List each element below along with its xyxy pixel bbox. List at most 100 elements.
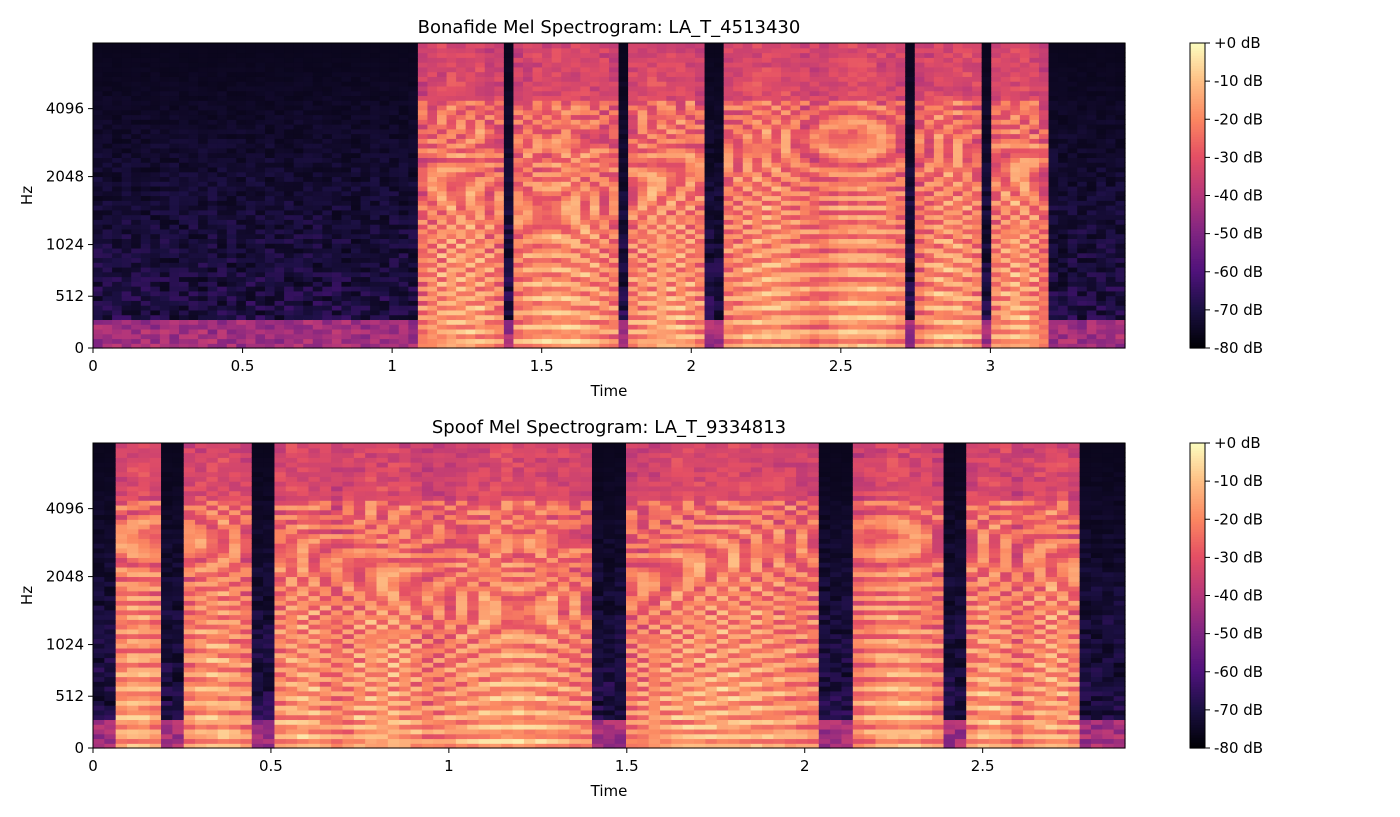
- heatmap-cell: [93, 243, 104, 249]
- heatmap-cell: [781, 238, 792, 244]
- heatmap-cell: [819, 47, 830, 54]
- heatmap-cell: [790, 157, 801, 163]
- heatmap-cell: [742, 43, 753, 49]
- heatmap-cell: [255, 166, 266, 173]
- heatmap-cell: [389, 128, 400, 135]
- heatmap-cell: [704, 143, 715, 149]
- heatmap-cell: [121, 300, 132, 306]
- heatmap-cell: [370, 119, 381, 125]
- heatmap-cell: [188, 47, 199, 54]
- heatmap-cell: [198, 71, 209, 77]
- heatmap-cell: [589, 43, 601, 49]
- heatmap-cell: [704, 214, 715, 220]
- heatmap-cell: [714, 333, 725, 340]
- heatmap-cell: [771, 205, 782, 211]
- heatmap-cell: [226, 314, 237, 321]
- heatmap-cell: [637, 128, 648, 135]
- heatmap-cell: [599, 90, 610, 97]
- heatmap-cell: [733, 143, 744, 149]
- heatmap-cell: [417, 166, 429, 173]
- heatmap-cell: [503, 133, 515, 139]
- heatmap-cell: [828, 109, 839, 116]
- heatmap-cell: [618, 57, 629, 63]
- heatmap-cell: [494, 100, 505, 106]
- heatmap-cell: [293, 338, 304, 344]
- heatmap-cell: [293, 224, 304, 230]
- heatmap-cell: [255, 214, 266, 220]
- heatmap-cell: [255, 109, 266, 116]
- heatmap-cell: [274, 114, 285, 120]
- heatmap-cell: [217, 295, 228, 301]
- heatmap-cell: [236, 309, 247, 316]
- heatmap-cell: [551, 100, 562, 106]
- heatmap-cell: [465, 209, 476, 216]
- heatmap-cell: [341, 205, 352, 211]
- heatmap-cell: [465, 66, 476, 73]
- heatmap-cell: [771, 200, 782, 206]
- heatmap-cell: [360, 238, 371, 244]
- heatmap-cell: [417, 133, 429, 139]
- heatmap-cell: [465, 176, 476, 182]
- heatmap-cell: [494, 162, 505, 168]
- heatmap-cell: [704, 290, 715, 297]
- heatmap-cell: [532, 157, 543, 163]
- heatmap-cell: [303, 190, 314, 197]
- heatmap-cell: [647, 43, 658, 49]
- heatmap-cell: [723, 90, 734, 97]
- heatmap-cell: [761, 62, 773, 68]
- heatmap-cell: [723, 66, 734, 73]
- heatmap-cell: [647, 85, 658, 92]
- heatmap-cell: [523, 90, 534, 97]
- heatmap-cell: [589, 214, 601, 220]
- heatmap-cell: [207, 109, 218, 116]
- heatmap-cell: [551, 124, 562, 130]
- heatmap-cell: [609, 286, 620, 292]
- heatmap-cell: [112, 243, 123, 249]
- heatmap-cell: [819, 157, 830, 163]
- heatmap-cell: [532, 162, 543, 168]
- heatmap-cell: [656, 328, 667, 335]
- heatmap-cell: [198, 314, 209, 321]
- heatmap-cell: [618, 252, 629, 259]
- heatmap-cell: [580, 214, 591, 220]
- heatmap-cell: [121, 166, 132, 173]
- heatmap-cell: [771, 238, 782, 244]
- heatmap-cell: [570, 81, 581, 87]
- heatmap-cell: [198, 252, 209, 259]
- heatmap-cell: [551, 243, 562, 249]
- heatmap-cell: [331, 209, 343, 216]
- heatmap-cell: [93, 100, 104, 106]
- heatmap-cell: [427, 152, 438, 158]
- heatmap-cell: [437, 76, 448, 82]
- heatmap-cell: [752, 195, 763, 201]
- heatmap-cell: [331, 252, 343, 259]
- heatmap-cell: [828, 338, 839, 344]
- heatmap-cell: [809, 314, 820, 321]
- heatmap-cell: [93, 324, 104, 330]
- heatmap-cell: [675, 324, 687, 330]
- heatmap-cell: [503, 290, 515, 297]
- heatmap-cell: [408, 100, 419, 106]
- heatmap-cell: [437, 252, 448, 259]
- heatmap-cell: [408, 257, 419, 263]
- heatmap-cell: [370, 247, 381, 254]
- heatmap-cell: [370, 90, 381, 97]
- heatmap-cell: [150, 314, 161, 321]
- heatmap-cell: [121, 243, 132, 249]
- heatmap-cell: [274, 152, 285, 158]
- heatmap-cell: [618, 85, 629, 92]
- heatmap-cell: [618, 238, 629, 244]
- heatmap-cell: [752, 66, 763, 73]
- heatmap-cell: [781, 57, 792, 63]
- heatmap-cell: [188, 228, 199, 235]
- heatmap-cell: [274, 162, 285, 168]
- heatmap-cell: [245, 176, 257, 182]
- heatmap-cell: [723, 324, 734, 330]
- heatmap-cell: [656, 305, 667, 311]
- heatmap-cell: [198, 271, 209, 278]
- heatmap-cell: [236, 338, 247, 344]
- heatmap-cell: [427, 314, 438, 321]
- heatmap-cell: [761, 247, 773, 254]
- heatmap-cell: [159, 271, 171, 278]
- heatmap-cell: [293, 147, 304, 154]
